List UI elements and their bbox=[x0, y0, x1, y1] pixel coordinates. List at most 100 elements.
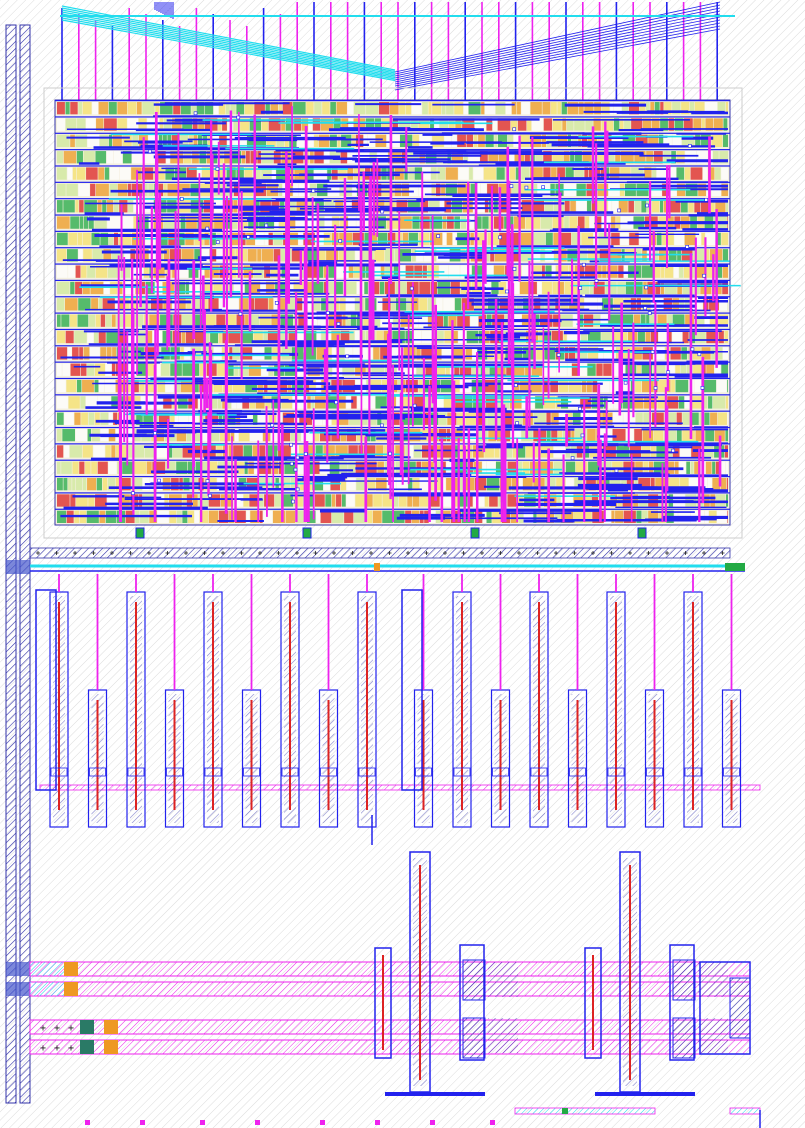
cap-tap bbox=[684, 767, 702, 777]
std-cell bbox=[604, 167, 610, 180]
std-cell bbox=[118, 330, 128, 344]
std-cell bbox=[408, 477, 413, 491]
std-cell bbox=[396, 200, 408, 213]
std-cell bbox=[109, 167, 120, 180]
via bbox=[148, 149, 152, 154]
std-cell bbox=[709, 298, 719, 311]
std-cell bbox=[105, 314, 112, 327]
std-cell bbox=[218, 412, 223, 425]
std-cell bbox=[325, 494, 332, 507]
std-cell bbox=[531, 200, 545, 213]
std-cell bbox=[725, 461, 728, 474]
std-cell bbox=[156, 494, 164, 507]
via bbox=[666, 370, 671, 375]
output-stage[interactable]: + + + + + + bbox=[29, 851, 751, 1096]
std-cell bbox=[680, 445, 691, 458]
std-cell bbox=[721, 167, 728, 180]
std-cell bbox=[721, 232, 728, 246]
std-cell bbox=[194, 249, 201, 262]
standard-cell-block[interactable] bbox=[43, 87, 743, 539]
std-cell bbox=[288, 265, 301, 278]
std-cell bbox=[139, 298, 151, 311]
std-cell bbox=[625, 281, 634, 295]
std-cell bbox=[306, 102, 314, 115]
std-cell bbox=[635, 379, 642, 393]
std-cell bbox=[268, 412, 273, 425]
std-cell bbox=[230, 102, 236, 115]
std-cell bbox=[437, 167, 446, 180]
std-cell bbox=[247, 249, 257, 262]
std-cell bbox=[603, 347, 616, 360]
std-cell bbox=[584, 102, 594, 115]
cap-tap bbox=[166, 767, 183, 777]
std-cell bbox=[601, 102, 610, 115]
std-cell bbox=[540, 216, 552, 229]
std-cell bbox=[486, 461, 496, 474]
std-cell bbox=[563, 151, 570, 164]
std-cell bbox=[213, 281, 222, 295]
std-cell bbox=[694, 379, 704, 393]
via bbox=[326, 311, 330, 315]
std-cell bbox=[497, 379, 502, 393]
std-cell bbox=[633, 396, 644, 409]
std-cell bbox=[95, 494, 107, 507]
std-cell bbox=[409, 183, 419, 197]
std-cell bbox=[705, 232, 717, 246]
via bbox=[345, 354, 349, 359]
fan-wire bbox=[394, 25, 721, 89]
std-cell bbox=[641, 265, 655, 278]
std-cell bbox=[194, 363, 200, 376]
std-cell bbox=[642, 428, 654, 442]
via bbox=[215, 240, 220, 244]
std-cell bbox=[530, 102, 542, 115]
std-cell bbox=[65, 102, 70, 115]
std-cell bbox=[130, 249, 136, 262]
std-cell bbox=[433, 347, 442, 360]
std-cell bbox=[649, 314, 657, 327]
std-cell bbox=[233, 445, 243, 458]
std-cell bbox=[304, 281, 313, 295]
std-cell bbox=[117, 118, 127, 131]
std-cell bbox=[725, 428, 728, 442]
std-cell bbox=[707, 167, 715, 180]
std-cell bbox=[542, 363, 549, 376]
std-cell bbox=[170, 412, 175, 425]
std-cell bbox=[308, 118, 313, 131]
via bbox=[643, 306, 648, 310]
std-cell bbox=[57, 428, 62, 442]
std-cell bbox=[72, 167, 77, 180]
std-cell bbox=[423, 412, 431, 425]
std-cell bbox=[438, 412, 447, 425]
std-cell bbox=[615, 151, 621, 164]
std-cell bbox=[350, 314, 357, 327]
std-cell bbox=[318, 134, 330, 148]
std-cell bbox=[568, 396, 580, 409]
std-cell bbox=[517, 118, 527, 131]
std-cell bbox=[80, 396, 86, 409]
plus-mark: + bbox=[40, 1023, 46, 1034]
via bbox=[289, 442, 293, 447]
std-cell bbox=[419, 298, 428, 311]
std-cell bbox=[233, 494, 243, 507]
std-cell bbox=[664, 281, 677, 295]
std-cell bbox=[370, 314, 381, 327]
std-cell bbox=[203, 134, 208, 148]
std-cell bbox=[341, 118, 349, 131]
std-cell bbox=[365, 118, 375, 131]
std-cell bbox=[320, 510, 332, 523]
std-cell bbox=[185, 281, 189, 295]
via bbox=[647, 311, 652, 315]
capacitor-array[interactable] bbox=[35, 574, 761, 845]
std-cell bbox=[468, 151, 480, 164]
std-cell bbox=[553, 461, 566, 474]
std-cell bbox=[115, 363, 128, 376]
std-cell bbox=[245, 314, 249, 327]
std-cell bbox=[507, 461, 517, 474]
std-cell bbox=[299, 445, 308, 458]
std-cell bbox=[113, 412, 118, 425]
std-cell bbox=[107, 477, 116, 491]
std-cell bbox=[482, 461, 487, 474]
std-cell bbox=[174, 167, 187, 180]
std-cell bbox=[413, 445, 422, 458]
